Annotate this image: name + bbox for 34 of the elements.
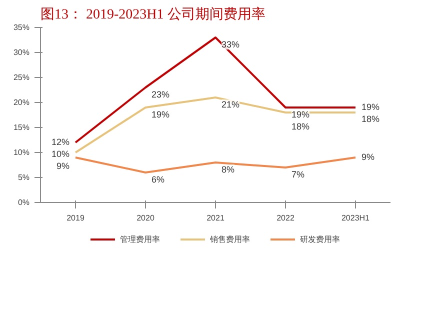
data-label: 10% — [51, 149, 70, 159]
y-tick-label: 35% — [13, 23, 30, 32]
data-label: 6% — [152, 174, 165, 184]
data-label: 21% — [222, 100, 240, 110]
y-tick-label: 0% — [18, 198, 30, 207]
data-label: 19% — [152, 110, 170, 120]
line-series — [74, 96, 356, 154]
y-tick-label: 30% — [13, 48, 30, 57]
x-tick-label: 2022 — [276, 214, 295, 222]
y-tick-label: 15% — [13, 123, 30, 132]
legend-label: 销售费用率 — [210, 234, 250, 244]
legend-label: 研发费用率 — [300, 234, 340, 244]
y-tick-label: 5% — [18, 173, 30, 182]
x-tick-label: 2021 — [206, 214, 225, 222]
line-series — [74, 36, 356, 144]
data-label: 19% — [362, 102, 380, 112]
data-label: 18% — [292, 122, 310, 132]
data-label: 18% — [362, 114, 380, 124]
data-label: 7% — [292, 170, 305, 180]
y-tick-label: 25% — [13, 73, 30, 82]
data-label: 19% — [292, 110, 310, 120]
x-tick-label: 2019 — [66, 214, 85, 222]
x-tick-label: 2023H1 — [341, 214, 370, 222]
data-label: 33% — [222, 40, 240, 50]
y-tick-label: 10% — [13, 148, 30, 157]
data-label: 23% — [152, 90, 170, 100]
x-tick-label: 2020 — [136, 214, 155, 222]
y-tick-label: 20% — [13, 98, 30, 107]
chart-title: 图13： 2019-2023H1 公司期间费用率 — [40, 6, 266, 22]
data-label: 8% — [222, 164, 235, 174]
data-label: 9% — [56, 161, 70, 171]
data-label: 12% — [51, 137, 70, 147]
data-label: 9% — [362, 152, 375, 162]
legend-label: 管理费用率 — [120, 234, 160, 244]
